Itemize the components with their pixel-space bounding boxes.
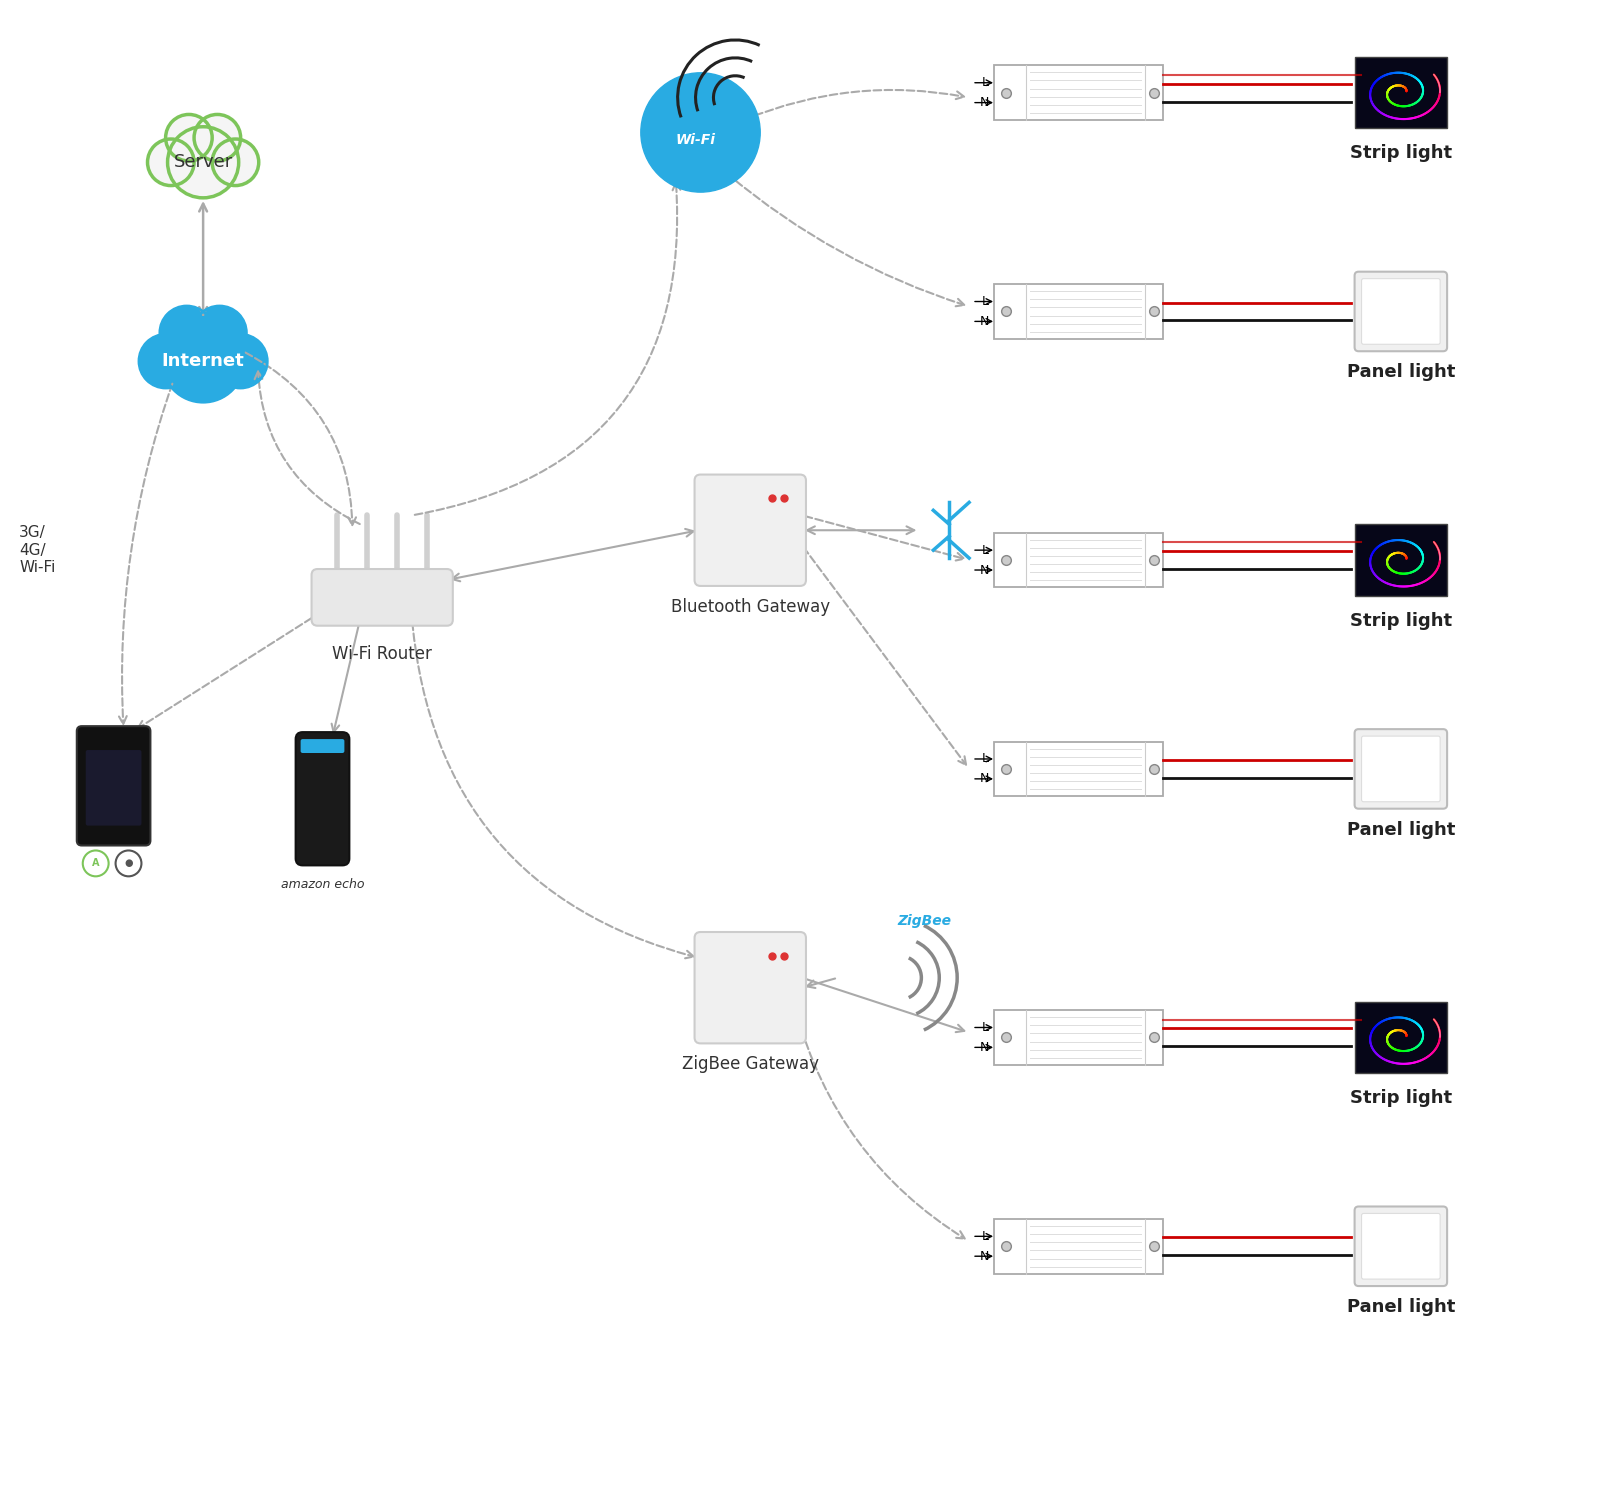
Text: amazon echo: amazon echo: [280, 878, 365, 892]
FancyBboxPatch shape: [1355, 1207, 1446, 1286]
FancyBboxPatch shape: [301, 739, 344, 753]
FancyBboxPatch shape: [77, 726, 150, 845]
Text: Wi-Fi Router: Wi-Fi Router: [333, 644, 432, 662]
FancyBboxPatch shape: [1355, 729, 1446, 809]
FancyBboxPatch shape: [994, 284, 1163, 340]
Text: N: N: [979, 563, 989, 576]
Circle shape: [147, 139, 194, 186]
Text: L: L: [982, 296, 989, 308]
Text: L: L: [982, 1230, 989, 1243]
FancyBboxPatch shape: [994, 65, 1163, 121]
Text: Wi-Fi: Wi-Fi: [675, 133, 715, 148]
FancyBboxPatch shape: [86, 750, 141, 825]
Text: N: N: [979, 1249, 989, 1263]
Text: Strip light: Strip light: [1350, 1089, 1451, 1108]
FancyBboxPatch shape: [994, 1219, 1163, 1274]
Circle shape: [162, 320, 245, 403]
Text: Strip light: Strip light: [1350, 611, 1451, 629]
Circle shape: [166, 115, 213, 161]
Text: A: A: [91, 859, 99, 868]
Text: Panel light: Panel light: [1347, 821, 1454, 839]
Text: Panel light: Panel light: [1347, 364, 1454, 382]
FancyBboxPatch shape: [994, 533, 1163, 587]
FancyBboxPatch shape: [312, 569, 453, 626]
Bar: [1355, 57, 1446, 128]
Bar: [1355, 1002, 1446, 1073]
FancyBboxPatch shape: [1362, 279, 1440, 344]
Text: Bluetooth Gateway: Bluetooth Gateway: [670, 598, 830, 616]
Text: Strip light: Strip light: [1350, 145, 1451, 163]
Text: 3G/
4G/
Wi-Fi: 3G/ 4G/ Wi-Fi: [19, 525, 56, 575]
Text: L: L: [982, 543, 989, 557]
Text: N: N: [979, 1041, 989, 1053]
FancyBboxPatch shape: [1362, 736, 1440, 801]
Circle shape: [192, 306, 246, 359]
Text: N: N: [979, 773, 989, 785]
Text: N: N: [979, 97, 989, 109]
Circle shape: [160, 306, 213, 359]
FancyBboxPatch shape: [694, 474, 806, 585]
FancyBboxPatch shape: [994, 1010, 1163, 1065]
Text: L: L: [982, 753, 989, 765]
FancyBboxPatch shape: [694, 933, 806, 1043]
Circle shape: [213, 335, 267, 388]
FancyBboxPatch shape: [1355, 272, 1446, 352]
Text: N: N: [979, 315, 989, 327]
Text: Panel light: Panel light: [1347, 1298, 1454, 1316]
Text: ●: ●: [125, 859, 133, 868]
FancyBboxPatch shape: [1362, 1213, 1440, 1280]
Circle shape: [194, 115, 240, 161]
Circle shape: [168, 127, 238, 198]
Text: Server: Server: [173, 154, 232, 172]
Circle shape: [642, 72, 760, 192]
Text: ZigBee: ZigBee: [898, 914, 952, 928]
Circle shape: [139, 335, 192, 388]
Text: Internet: Internet: [162, 352, 245, 370]
FancyBboxPatch shape: [994, 741, 1163, 797]
Circle shape: [213, 139, 259, 186]
Bar: [1355, 524, 1446, 596]
Text: L: L: [982, 77, 989, 89]
Text: L: L: [982, 1022, 989, 1034]
FancyBboxPatch shape: [296, 732, 349, 865]
Text: ZigBee Gateway: ZigBee Gateway: [682, 1055, 819, 1073]
